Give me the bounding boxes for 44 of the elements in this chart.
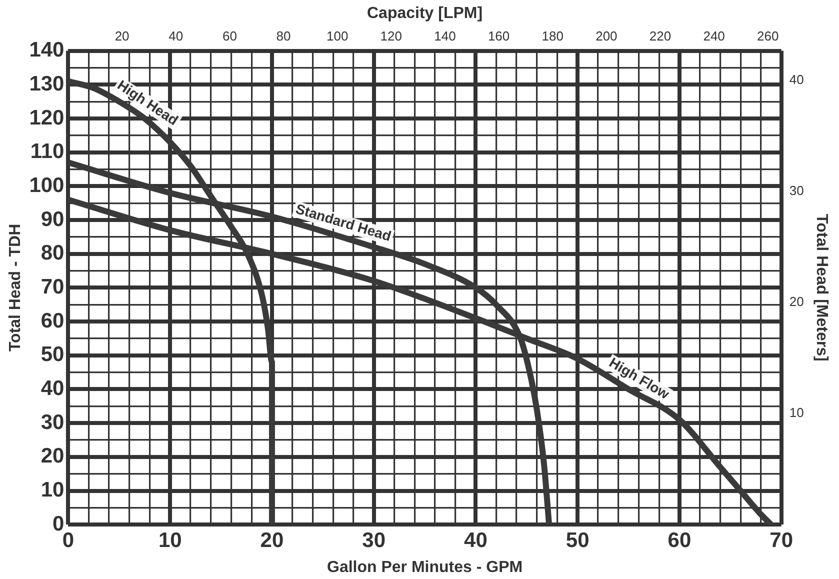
- y-tick-label: 20: [40, 444, 64, 468]
- y2-axis-title: Total Head [Meters]: [812, 214, 830, 362]
- y-tick-label: 100: [29, 174, 64, 197]
- x2-tick-label: 180: [542, 28, 564, 44]
- x-axis-title: Gallon Per Minutes - GPM: [327, 558, 523, 576]
- x-tick-label: 70: [770, 528, 794, 552]
- x2-tick-label: 120: [380, 28, 402, 44]
- y-tick-label: 140: [29, 38, 64, 62]
- y-axis-title: Total Head - TDH: [7, 224, 24, 352]
- x2-tick-label: 140: [434, 28, 456, 44]
- x2-tick-label: 200: [596, 28, 618, 44]
- y2-tick-label: 10: [789, 405, 804, 420]
- y-tick-label: 50: [40, 343, 64, 366]
- text: High Flow: [606, 354, 672, 402]
- x2-tick-label: 60: [222, 28, 237, 44]
- x2-axis-title: Capacity [LPM]: [367, 5, 483, 22]
- x2-tick-label: 260: [757, 28, 779, 44]
- x2-tick-label: 160: [488, 28, 510, 44]
- x-tick-label: 30: [362, 528, 386, 552]
- y-tick-label: 80: [40, 242, 64, 265]
- y-tick-label: 70: [40, 275, 64, 298]
- y-tick-label: 60: [40, 309, 64, 332]
- y2-tick-label: 40: [789, 72, 804, 88]
- x-tick-label: 10: [158, 528, 182, 552]
- x-tick-label: 50: [566, 528, 590, 552]
- y2-tick-label: 20: [789, 294, 804, 310]
- y-tick-label: 130: [29, 72, 64, 96]
- x2-tick-label: 80: [276, 28, 291, 44]
- y2-tick-label: 30: [789, 183, 804, 198]
- x2-tick-label: 240: [703, 28, 725, 44]
- y-tick-label: 40: [40, 377, 64, 400]
- x-tick-label: 40: [464, 528, 488, 552]
- y-tick-label: 90: [40, 208, 64, 231]
- x-tick-label: 60: [668, 528, 692, 552]
- x2-tick-label: 40: [168, 28, 184, 44]
- y-tick-label: 120: [29, 106, 64, 130]
- y-tick-label: 10: [40, 478, 64, 502]
- y-tick-label: 0: [52, 512, 64, 536]
- x2-tick-label: 100: [326, 28, 348, 44]
- x2-tick-label: 220: [649, 28, 672, 44]
- x2-tick-label: 20: [114, 28, 130, 44]
- x-tick-label: 20: [260, 528, 284, 552]
- y-tick-label: 110: [30, 140, 64, 164]
- y-tick-label: 30: [40, 410, 64, 434]
